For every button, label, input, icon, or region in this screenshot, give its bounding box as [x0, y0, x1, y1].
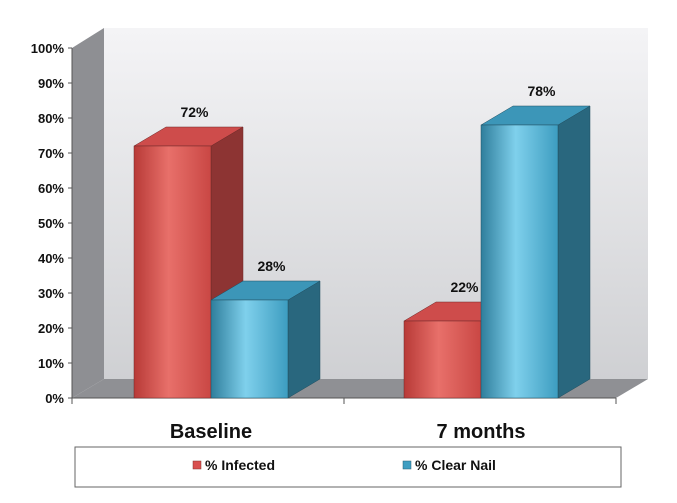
left-wall [72, 28, 104, 398]
legend-label: % Clear Nail [415, 457, 496, 473]
bar [403, 320, 482, 399]
y-tick-label: 80% [38, 111, 64, 126]
y-tick-label: 90% [38, 76, 64, 91]
legend-box [74, 446, 622, 488]
bars [133, 105, 591, 399]
y-tick-label: 20% [38, 321, 64, 336]
y-tick-label: 40% [38, 251, 64, 266]
y-tick-label: 100% [31, 41, 65, 56]
data-label: 72% [180, 104, 209, 120]
bar [480, 124, 559, 399]
data-label: 28% [257, 258, 286, 274]
legend-swatch [402, 460, 412, 470]
y-axis-ticks: 0% 10% 20% 30% 40% 50% 60% 70% 80% 90% 100% [31, 41, 72, 406]
legend: % Infected % Clear Nail [74, 446, 622, 488]
bar-side [557, 105, 591, 399]
y-tick-label: 50% [38, 216, 64, 231]
y-tick-label: 70% [38, 146, 64, 161]
legend-swatch [192, 460, 202, 470]
data-labels: 72% 28% 22% 78% [180, 83, 556, 295]
category-label: Baseline [170, 421, 252, 443]
data-label: 78% [527, 83, 556, 99]
category-label: 7 months [437, 421, 526, 443]
bar [133, 145, 212, 399]
y-tick-label: 60% [38, 181, 64, 196]
category-labels: Baseline 7 months [170, 421, 526, 443]
y-tick-label: 10% [38, 356, 64, 371]
bar-side [287, 280, 321, 399]
y-tick-label: 30% [38, 286, 64, 301]
y-tick-label: 0% [45, 391, 64, 406]
legend-label: % Infected [205, 457, 275, 473]
data-label: 22% [450, 279, 479, 295]
bar [210, 299, 289, 399]
